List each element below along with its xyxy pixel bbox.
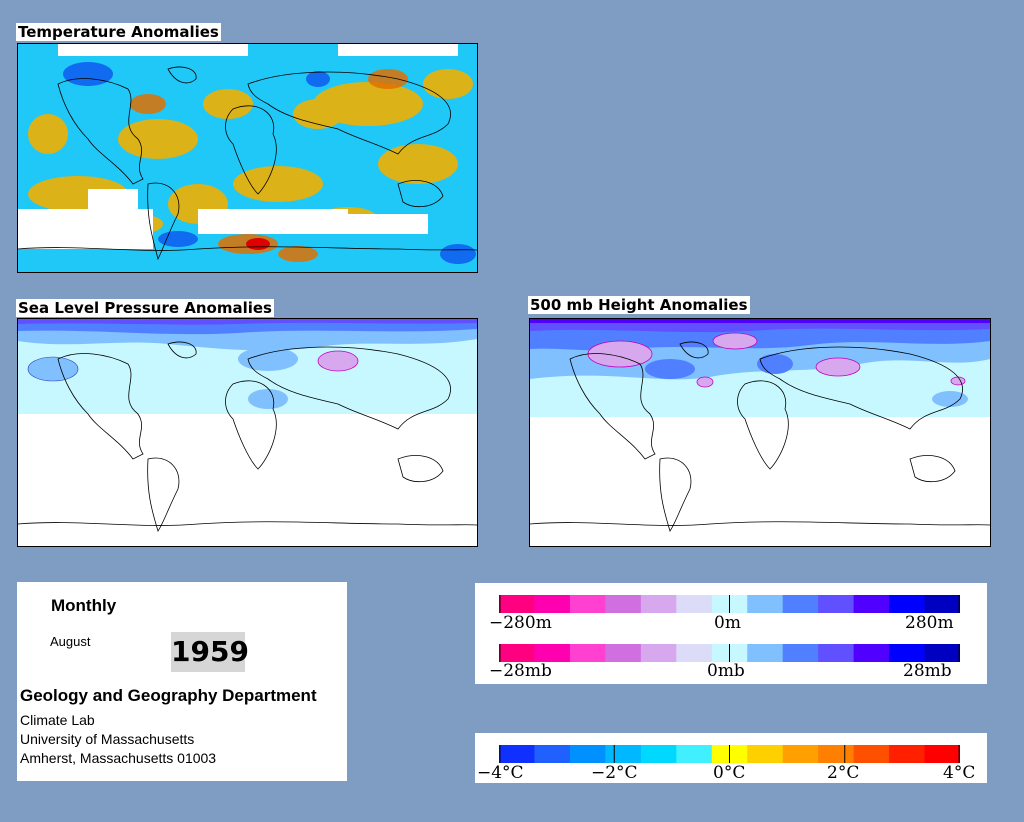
- height-swatch-1: [534, 595, 571, 613]
- pressure-color-bar: [499, 644, 960, 662]
- temperature-scale-panel: −4°C −2°C 0°C 2°C 4°C: [475, 733, 987, 783]
- lab-name: Climate Lab: [20, 712, 95, 728]
- temperature-map-title: Temperature Anomalies: [16, 23, 221, 41]
- height-swatch-2: [569, 595, 606, 613]
- year-display: 1959: [171, 632, 249, 672]
- university-name: University of Massachusetts: [20, 731, 195, 747]
- height-swatch-0: [499, 595, 535, 613]
- info-panel: Monthly August 1959 Geology and Geograph…: [17, 582, 347, 781]
- pressure-scale-min: −28mb: [489, 661, 552, 681]
- height-swatch-11: [889, 595, 926, 613]
- height-swatch-8: [782, 595, 819, 613]
- pressure-swatch-9: [818, 644, 855, 662]
- pressure-swatch-11: [889, 644, 926, 662]
- pressure-scale-mid: 0mb: [707, 661, 745, 681]
- sea-level-pressure-anomaly-map: [17, 318, 478, 547]
- height-swatch-4: [640, 595, 677, 613]
- height-scale-max: 280m: [905, 613, 954, 633]
- temp-scale-label-4: 4°C: [943, 763, 976, 783]
- height-swatch-3: [605, 595, 642, 613]
- temperature-swatch-9: [818, 745, 855, 763]
- temperature-swatch-11: [889, 745, 926, 763]
- slp-map-title: Sea Level Pressure Anomalies: [16, 299, 274, 317]
- pressure-swatch-10: [853, 644, 890, 662]
- temperature-color-bar: [499, 745, 960, 763]
- temp-scale-label-0: −4°C: [477, 763, 524, 783]
- height-swatch-5: [676, 595, 713, 613]
- 500mb-height-anomaly-map: [529, 318, 991, 547]
- pressure-scale-max: 28mb: [903, 661, 952, 681]
- pressure-swatch-8: [782, 644, 819, 662]
- address-text: Amherst, Massachusetts 01003: [20, 750, 217, 766]
- pressure-swatch-7: [747, 644, 784, 662]
- temp-scale-label-2: 0°C: [713, 763, 746, 783]
- temperature-swatch-0: [499, 745, 535, 763]
- height-map-title: 500 mb Height Anomalies: [528, 296, 750, 314]
- temperature-swatch-3: [605, 745, 642, 763]
- height-pressure-scale-panel: −280m 0m 280m −28mb 0mb 28mb: [475, 583, 987, 684]
- temperature-swatch-10: [853, 745, 890, 763]
- department-name: Geology and Geography Department: [20, 686, 317, 705]
- pressure-swatch-2: [569, 644, 606, 662]
- pressure-swatch-0: [499, 644, 535, 662]
- pressure-swatch-5: [676, 644, 713, 662]
- temperature-swatch-5: [676, 745, 713, 763]
- temperature-anomaly-map: [17, 43, 478, 273]
- height-color-bar: [499, 595, 960, 613]
- height-swatch-9: [818, 595, 855, 613]
- temperature-swatch-2: [569, 745, 606, 763]
- height-swatch-10: [853, 595, 890, 613]
- height-scale-min: −280m: [489, 613, 552, 633]
- month-label: August: [50, 634, 91, 649]
- pressure-swatch-12: [924, 644, 960, 662]
- temperature-swatch-12: [924, 745, 960, 763]
- temperature-swatch-1: [534, 745, 571, 763]
- pressure-swatch-1: [534, 644, 571, 662]
- temp-scale-label-3: 2°C: [827, 763, 860, 783]
- temperature-swatch-4: [640, 745, 677, 763]
- temperature-swatch-7: [747, 745, 784, 763]
- pressure-swatch-4: [640, 644, 677, 662]
- temp-scale-label-1: −2°C: [591, 763, 638, 783]
- pressure-swatch-3: [605, 644, 642, 662]
- height-scale-mid: 0m: [714, 613, 741, 633]
- period-label: Monthly: [51, 596, 117, 615]
- height-swatch-7: [747, 595, 784, 613]
- height-swatch-12: [924, 595, 960, 613]
- temperature-swatch-8: [782, 745, 819, 763]
